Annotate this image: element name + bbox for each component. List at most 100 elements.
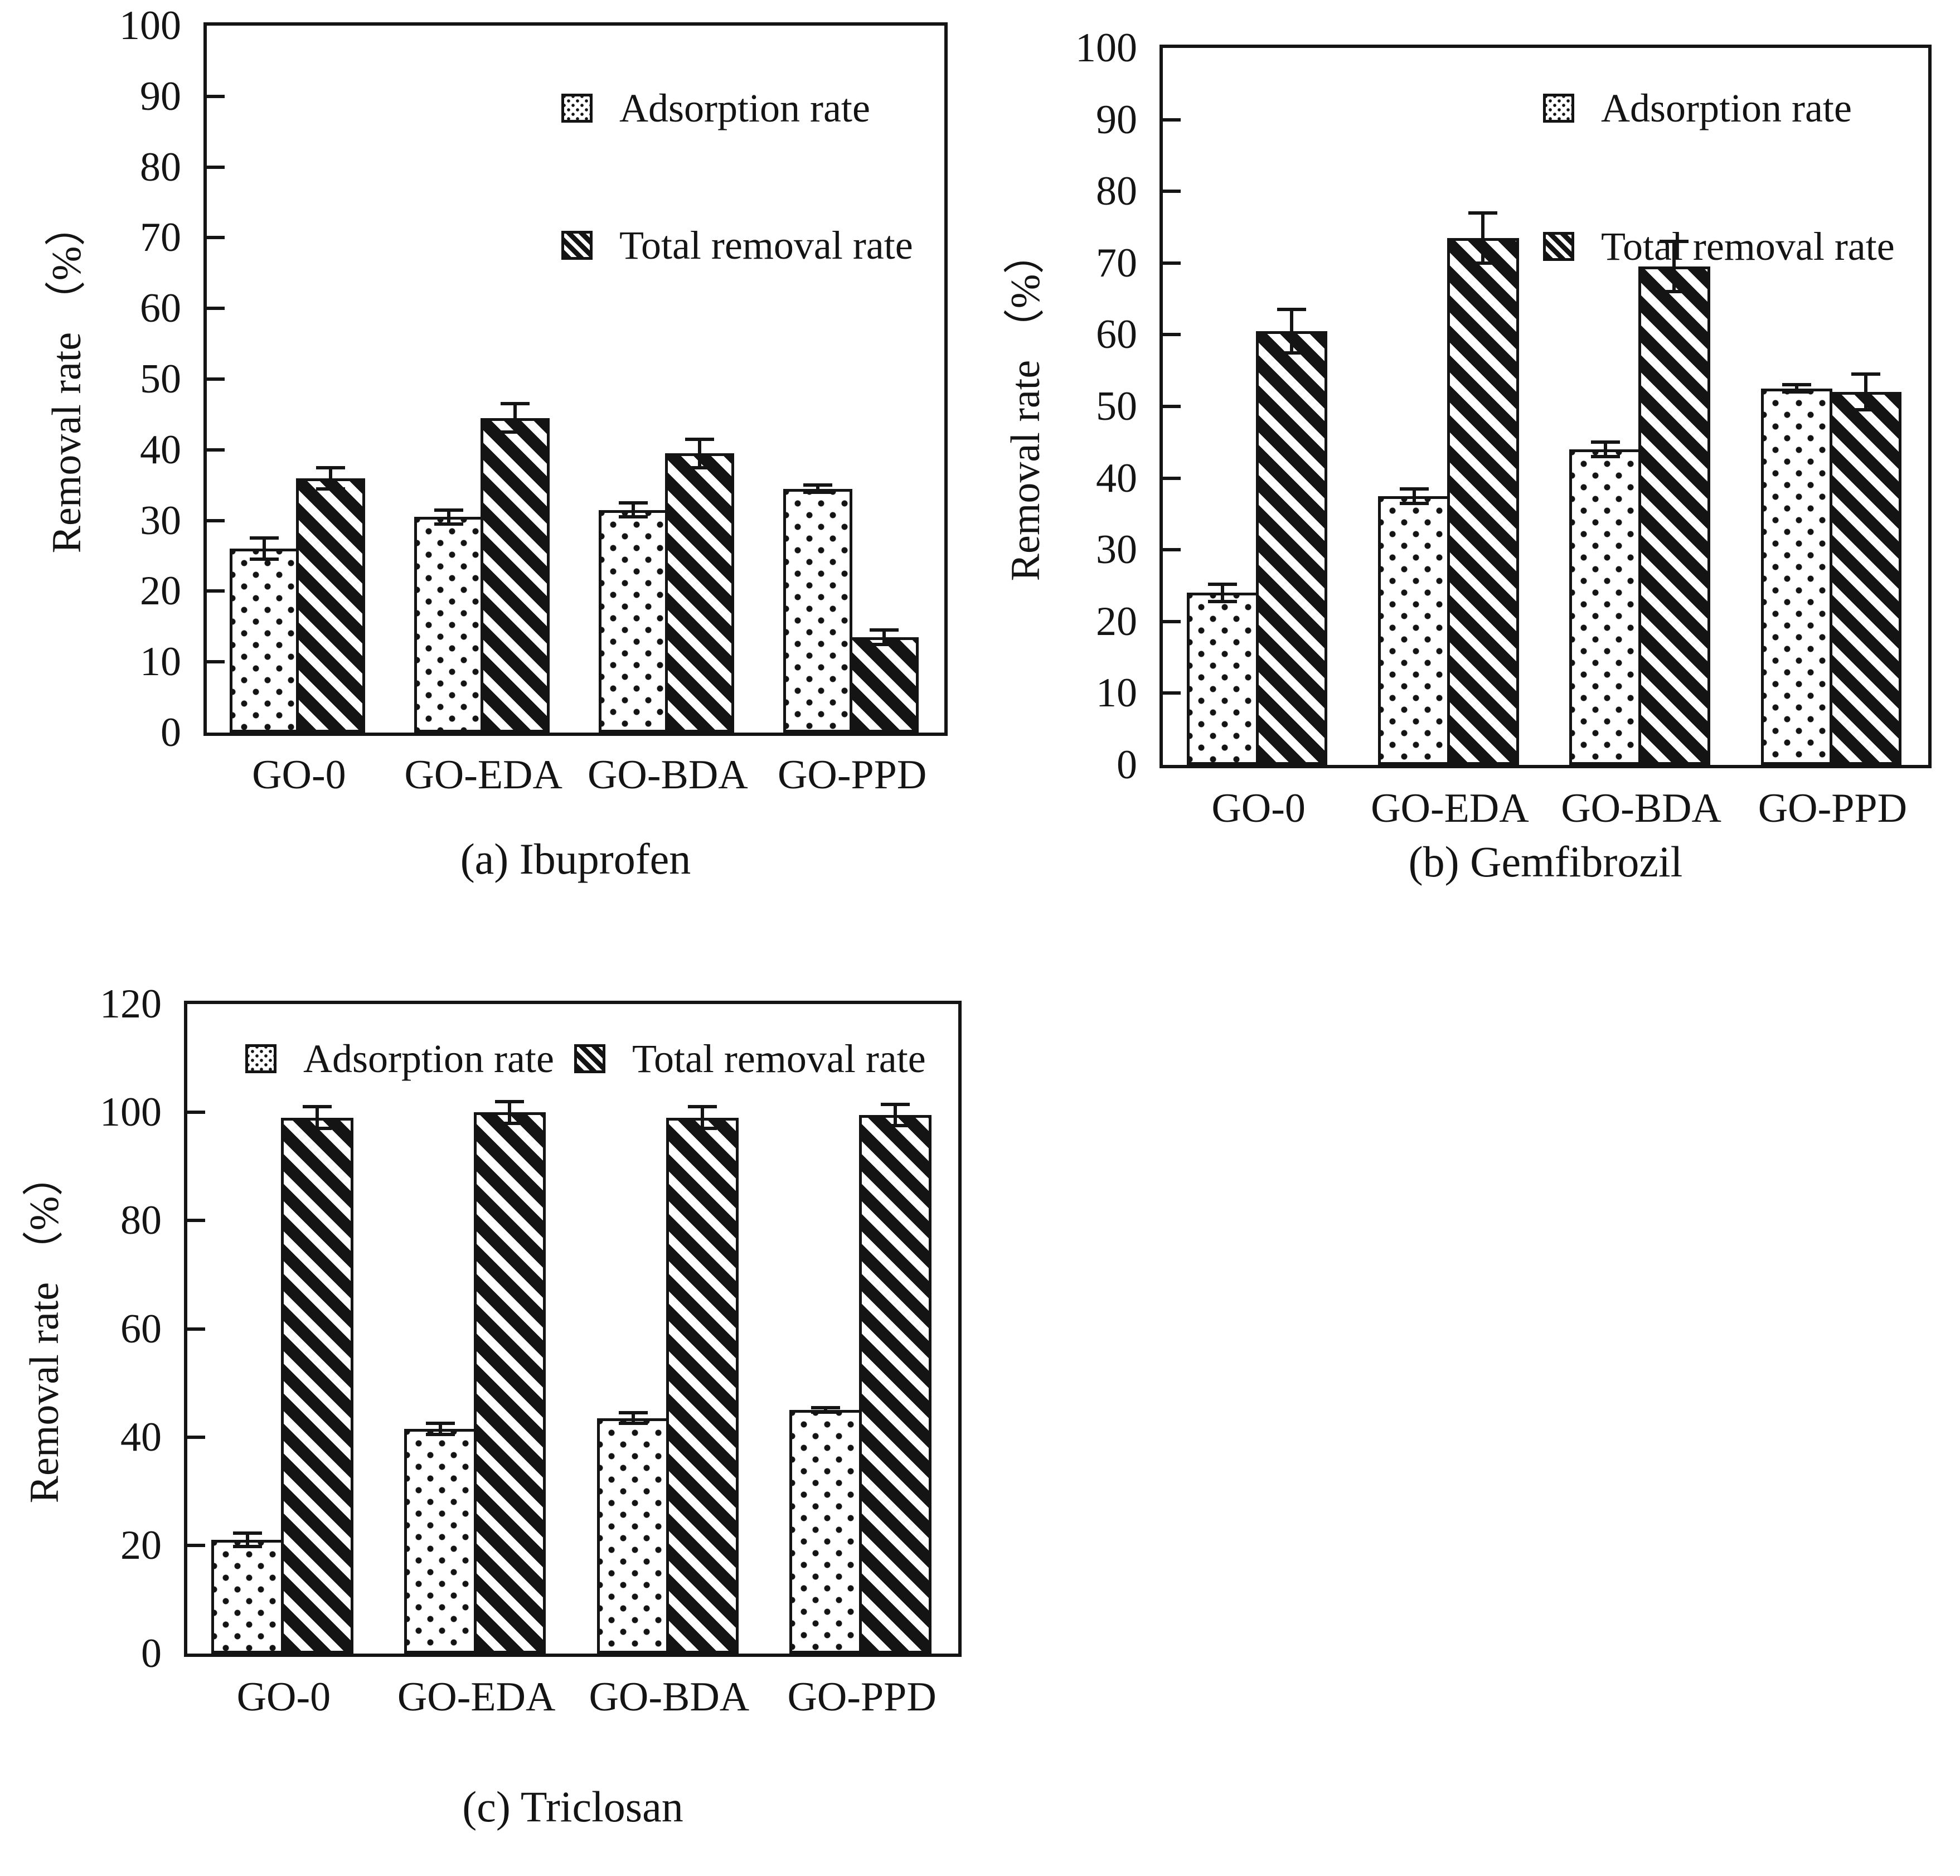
x-category-label: GO-BDA <box>589 1674 750 1720</box>
error-bar-line <box>447 510 451 524</box>
bar-adsorption-GO-PPD <box>789 1410 862 1654</box>
x-category-label: GO-EDA <box>404 752 562 798</box>
y-tick-mark <box>207 377 225 381</box>
y-tick-label: 80 <box>1096 168 1137 215</box>
error-bar-line <box>701 1107 705 1129</box>
error-bar-cap-bottom <box>1399 501 1429 505</box>
y-tick-label: 50 <box>1096 384 1137 429</box>
error-bar-cap-bottom <box>1208 599 1238 603</box>
error-bar-cap-bottom <box>425 1432 455 1436</box>
bar-adsorption-GO-PPD <box>783 488 852 733</box>
error-bar-cap-bottom <box>1851 408 1880 412</box>
plot-area: Adsorption rate Total removal rate <box>1159 45 1932 768</box>
bar-total-GO-BDA <box>664 453 734 733</box>
error-bar-cap-top <box>1277 308 1306 312</box>
error-bar-line <box>263 538 266 560</box>
y-tick-mark <box>187 1435 205 1439</box>
hatched-swatch-icon <box>574 1044 605 1073</box>
y-tick-mark <box>207 589 225 593</box>
y-tick-label: 100 <box>100 1089 162 1136</box>
error-bar-cap-bottom <box>811 1410 841 1414</box>
error-bar-cap-top <box>618 501 648 505</box>
y-tick-label: 80 <box>120 1198 162 1244</box>
error-bar-cap-bottom <box>1590 455 1620 459</box>
error-bar-cap-bottom <box>495 1121 525 1125</box>
error-bar-line <box>1221 584 1225 602</box>
error-bar-cap-top <box>1782 383 1812 387</box>
bar-adsorption-GO-EDA <box>1378 496 1450 765</box>
error-bar-cap-top <box>1208 582 1238 586</box>
y-tick-mark <box>187 1327 205 1331</box>
error-bar-cap-top <box>1399 487 1429 491</box>
legend-entry-total: Total removal rate <box>561 225 913 265</box>
y-tick-mark <box>207 660 225 664</box>
bar-total-GO-BDA <box>1638 266 1710 765</box>
y-tick-label: 10 <box>140 639 181 685</box>
error-bar-cap-top <box>1851 372 1880 376</box>
x-category-label: GO-PPD <box>787 1674 937 1720</box>
y-tick-mark <box>187 1219 205 1223</box>
x-category-label: GO-PPD <box>777 752 927 798</box>
y-tick-label: 80 <box>140 144 181 190</box>
y-tick-mark <box>207 236 225 240</box>
y-tick-label: 20 <box>120 1522 162 1568</box>
error-bar-cap-top <box>618 1410 648 1414</box>
legend-label-adsorption: Adsorption rate <box>303 1036 554 1081</box>
error-bar-cap-top <box>803 483 832 487</box>
error-bar-cap-top <box>811 1406 841 1410</box>
error-bar-line <box>513 404 517 433</box>
legend-label-total: Total removal rate <box>632 1036 926 1081</box>
error-bar-line <box>315 1107 319 1129</box>
y-tick-label: 90 <box>140 73 181 119</box>
y-tick-label: 0 <box>161 710 181 755</box>
y-tick-label: 70 <box>1096 240 1137 286</box>
y-tick-mark <box>1163 333 1181 337</box>
chart-caption: (b) Gemfibrozil <box>1408 837 1683 886</box>
error-bar-cap-top <box>1468 211 1498 215</box>
error-bar-cap-top <box>495 1099 525 1103</box>
error-bar-cap-bottom <box>302 1127 332 1131</box>
error-bar-line <box>631 502 635 517</box>
y-tick-label: 120 <box>100 981 162 1027</box>
error-bar-line <box>1412 488 1416 503</box>
y-tick-mark <box>207 448 225 452</box>
x-category-label: GO-PPD <box>1758 786 1908 831</box>
error-bar-cap-bottom <box>880 1124 910 1128</box>
y-tick-label: 50 <box>140 356 181 402</box>
legend-entry-adsorption: Adsorption rate <box>561 88 870 128</box>
dotted-swatch-icon <box>1543 94 1574 123</box>
error-bar-cap-bottom <box>501 430 530 434</box>
x-category-label: GO-EDA <box>397 1674 556 1720</box>
error-bar-line <box>1795 385 1799 392</box>
bar-adsorption-GO-PPD <box>1760 388 1833 765</box>
bar-total-GO-0 <box>280 1117 353 1654</box>
error-bar-cap-top <box>425 1422 455 1426</box>
legend-entry-total: Total removal rate <box>1543 226 1895 266</box>
x-category-label: GO-0 <box>1211 786 1306 831</box>
dotted-swatch-icon <box>561 94 593 123</box>
error-bar-cap-bottom <box>233 1544 263 1548</box>
legend-entry-adsorption: Adsorption rate <box>1543 88 1852 128</box>
error-bar-line <box>816 485 819 492</box>
error-bar-cap-top <box>302 1105 332 1109</box>
bar-adsorption-GO-EDA <box>404 1429 477 1654</box>
y-tick-label: 30 <box>1096 527 1137 573</box>
x-category-label: GO-0 <box>236 1674 331 1720</box>
y-tick-label: 70 <box>140 215 181 261</box>
error-bar-line <box>1289 309 1293 353</box>
plot-area: Adsorption rate Total removal rate <box>203 22 948 736</box>
y-tick-mark <box>207 94 225 98</box>
y-tick-label: 60 <box>120 1306 162 1352</box>
y-tick-label: 90 <box>1096 96 1137 143</box>
y-tick-label: 100 <box>1075 25 1137 71</box>
error-bar-cap-bottom <box>618 515 648 519</box>
error-bar-line <box>246 1533 250 1547</box>
error-bar-cap-bottom <box>316 487 346 491</box>
y-tick-mark <box>187 1111 205 1114</box>
error-bar-line <box>882 630 886 644</box>
error-bar-line <box>824 1408 828 1413</box>
y-tick-label: 40 <box>120 1414 162 1460</box>
y-tick-mark <box>207 307 225 311</box>
